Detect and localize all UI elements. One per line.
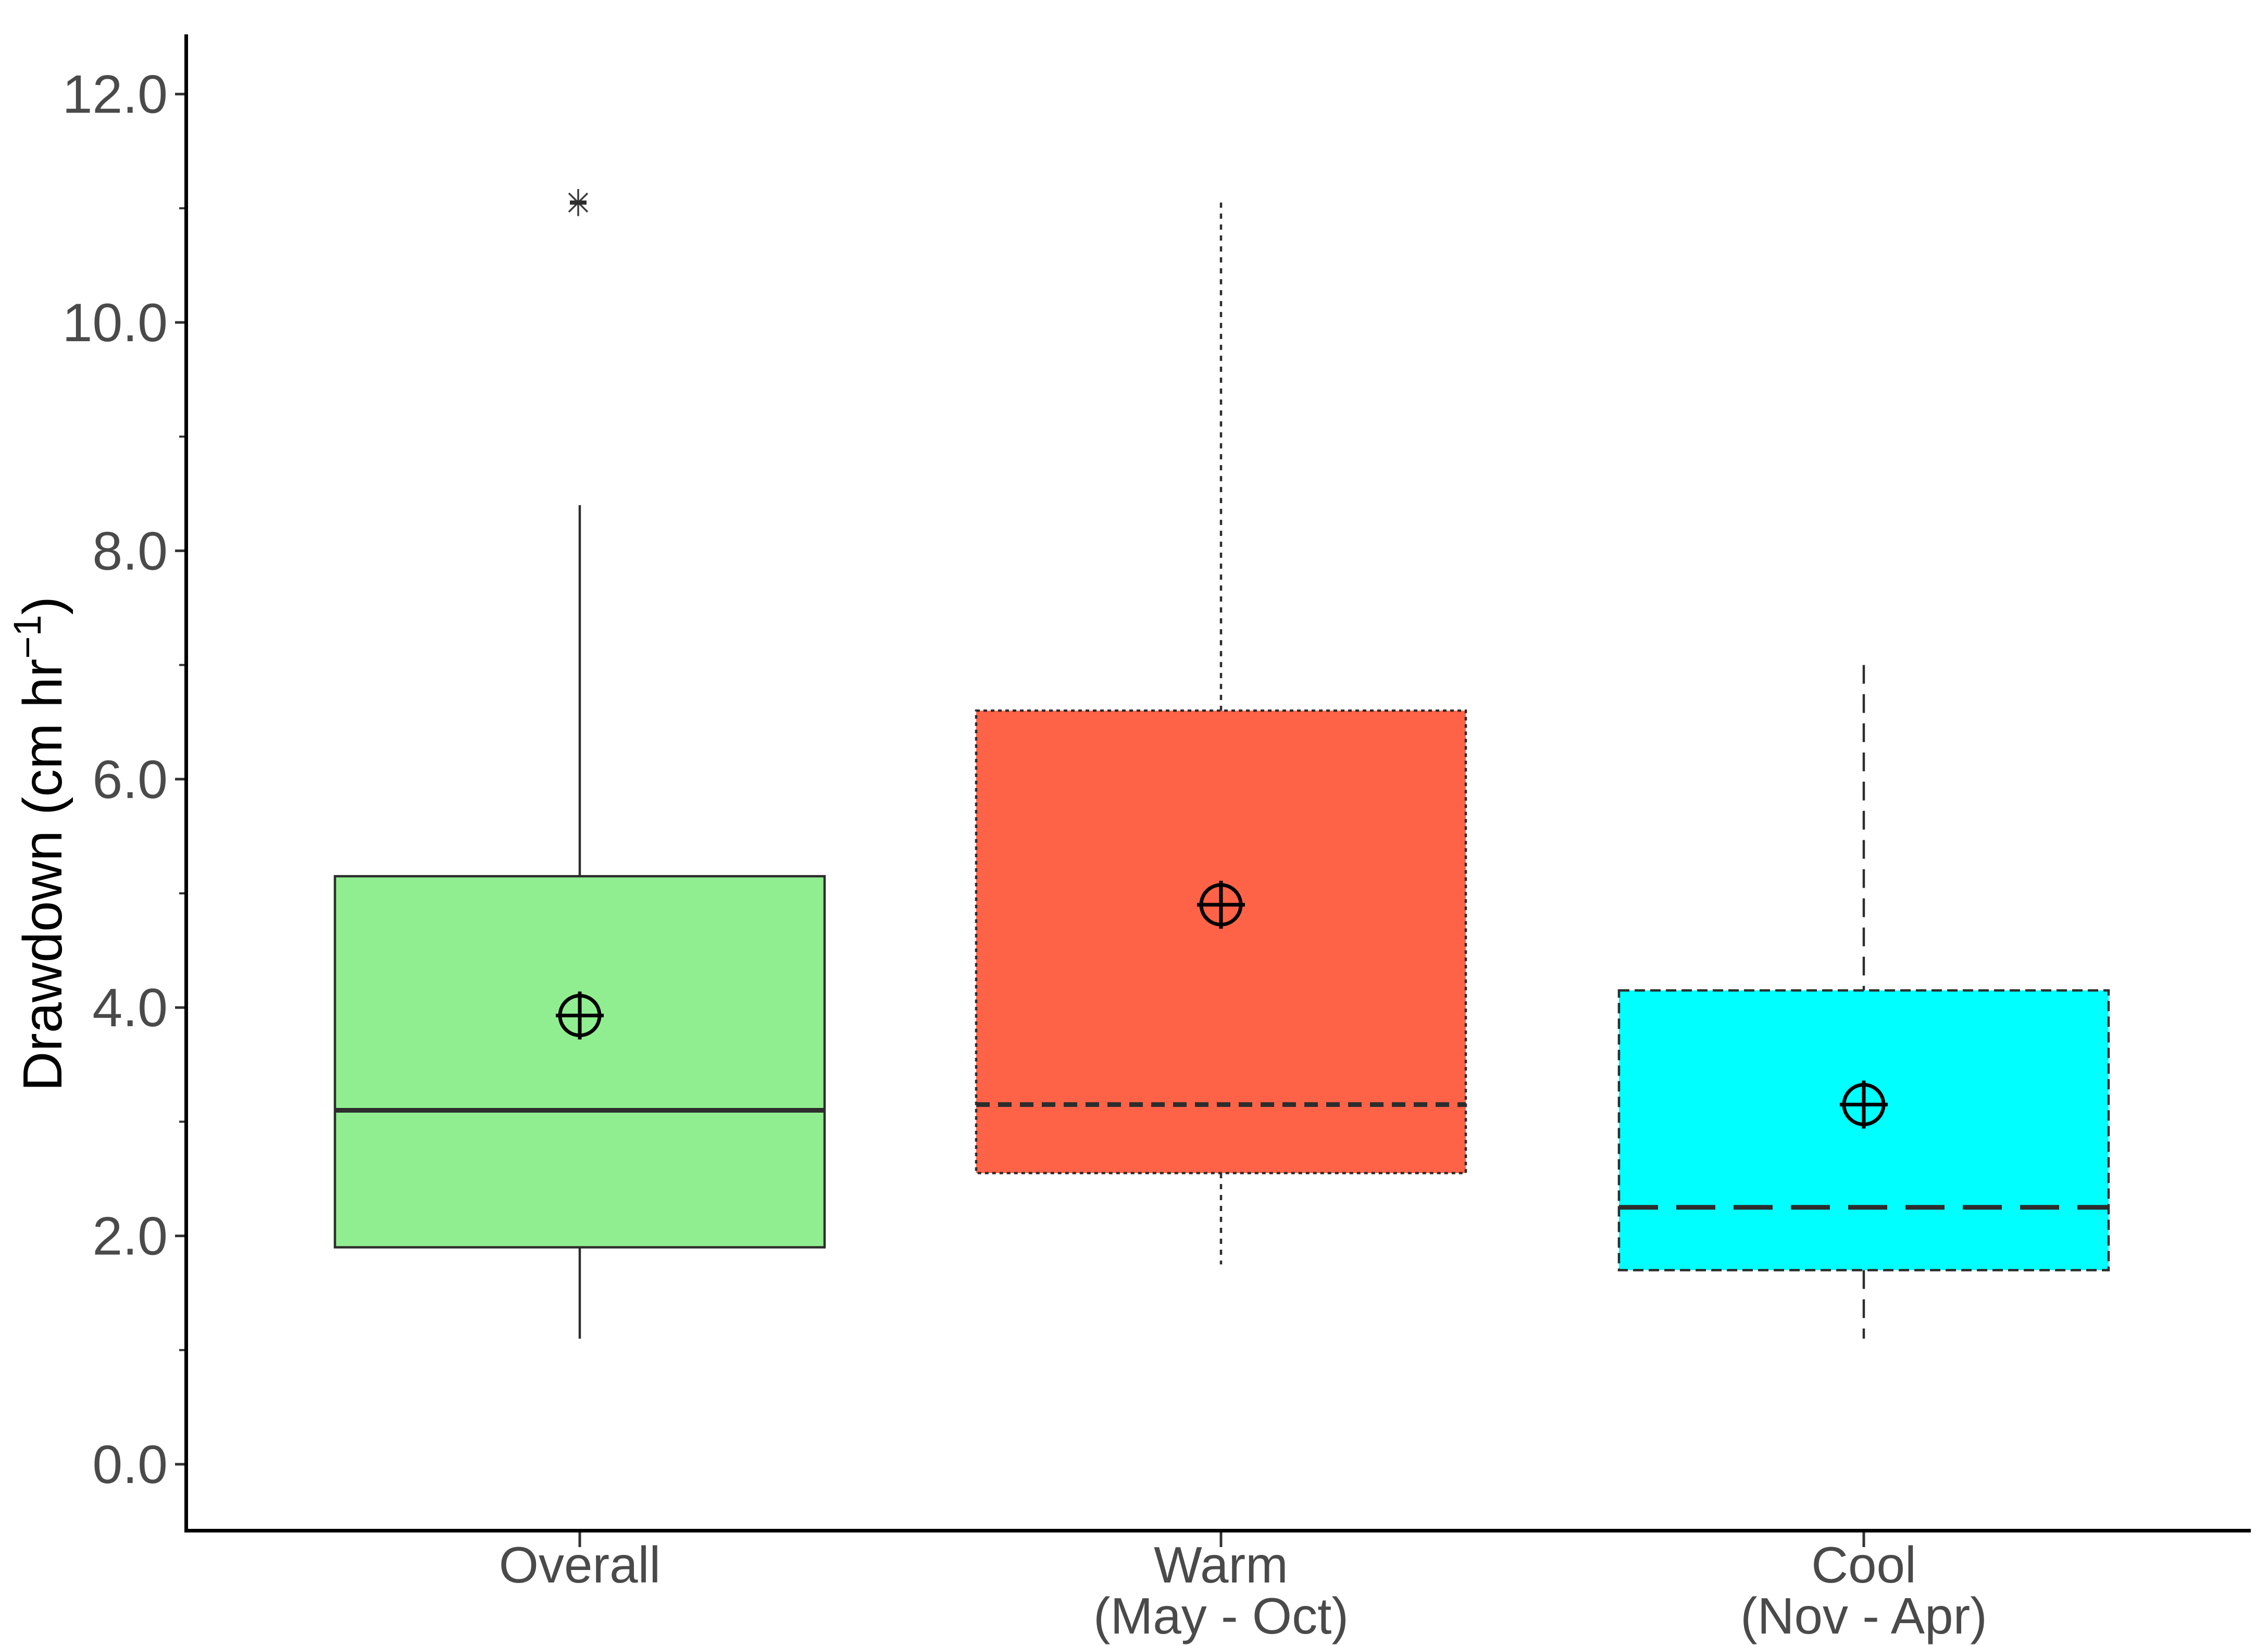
y-tick-label: 2.0 <box>92 1206 168 1267</box>
boxplot-warm-may-oct <box>975 202 1467 1265</box>
y-tick-label: 0.0 <box>92 1435 168 1495</box>
iqr-box <box>333 875 826 1249</box>
y-axis-title-close: ) <box>12 596 73 615</box>
y-tick-label: 12.0 <box>63 65 168 125</box>
x-category-label-line1: Warm <box>1154 1536 1288 1593</box>
y-tick-label: 10.0 <box>63 293 168 353</box>
y-tick-label: 4.0 <box>92 978 168 1038</box>
mean-marker-circle-plus-icon <box>556 991 604 1040</box>
axis-labels-layer: 0.0 2.0 4.0 6.0 8.0 10.0 12.0 Overall Warm(May -… <box>63 65 1987 1644</box>
y-axis-title-main: Drawdown (cm hr <box>12 659 73 1092</box>
y-axis-title: Drawdown (cm hr−1) <box>6 596 73 1091</box>
outlier-asterisk-icon <box>568 189 589 216</box>
x-category-label-line1: Overall <box>499 1536 661 1593</box>
x-category-label-line2: (Nov - Apr) <box>1740 1587 1987 1644</box>
mean-marker-circle-plus-icon <box>1197 880 1245 929</box>
y-tick-label: 6.0 <box>92 750 168 810</box>
y-axis-title-superscript: −1 <box>6 615 49 658</box>
x-category-label-line2: (May - Oct) <box>1093 1587 1349 1644</box>
boxplot-overall <box>333 189 826 1339</box>
boxplot-cool-nov-apr <box>1617 665 2110 1339</box>
y-tick-label: 8.0 <box>92 521 168 581</box>
mean-marker-circle-plus-icon <box>1840 1080 1888 1129</box>
boxes-layer <box>333 189 2110 1339</box>
iqr-box <box>1617 989 2110 1272</box>
iqr-box <box>975 709 1467 1175</box>
x-category-label-line1: Cool <box>1811 1536 1916 1593</box>
